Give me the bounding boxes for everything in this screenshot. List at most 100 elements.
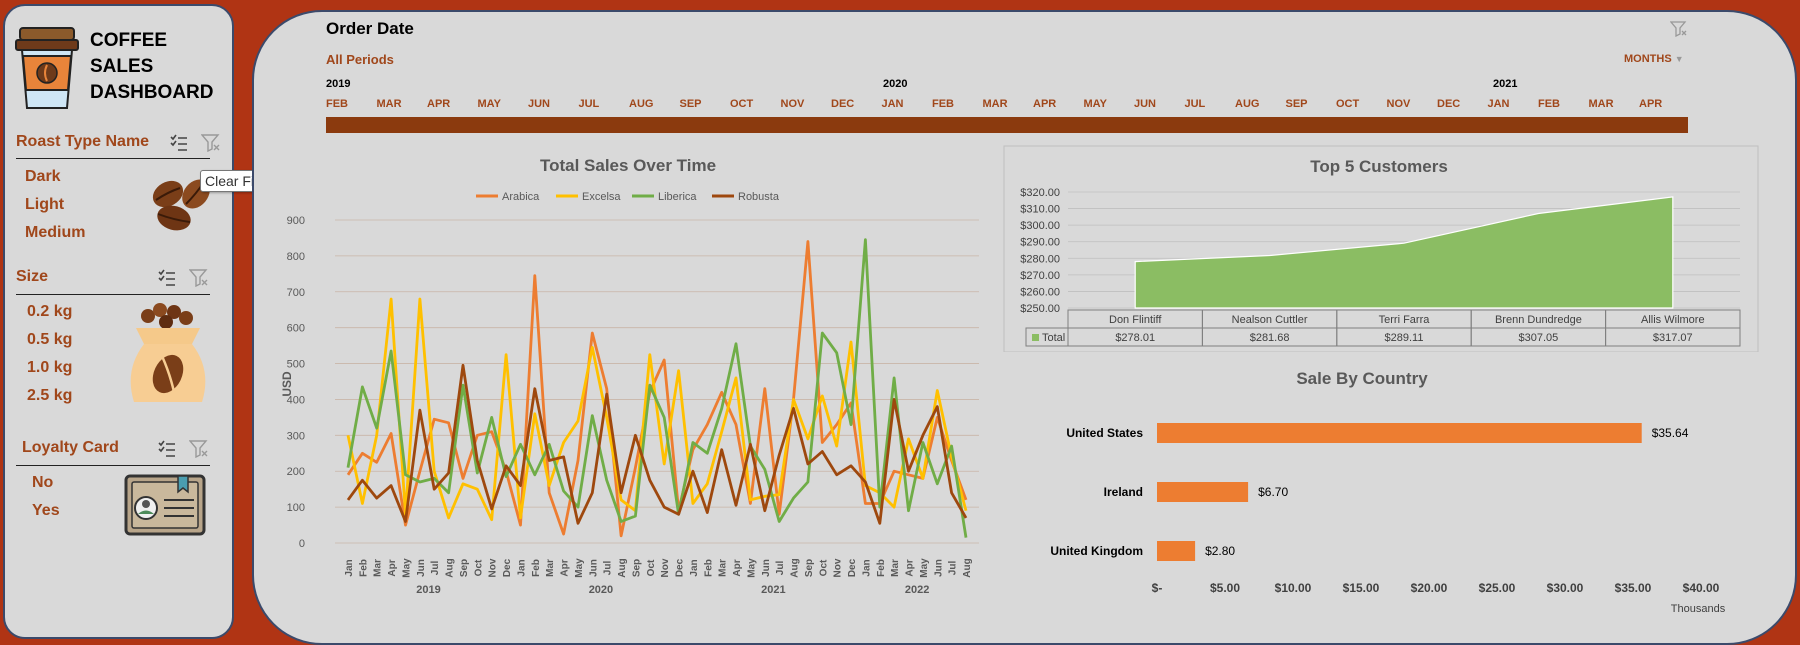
legend-label: Robusta xyxy=(738,191,780,203)
y-tick-label: 100 xyxy=(287,502,305,514)
y-tick-label: $310.00 xyxy=(1020,204,1060,216)
timeline-month[interactable]: APR xyxy=(1639,98,1663,110)
x-tick-label: Oct xyxy=(473,559,484,576)
timeline-month[interactable]: APR xyxy=(427,98,451,110)
timeline-month[interactable]: JAN xyxy=(1487,98,1510,110)
x-tick-label: $20.00 xyxy=(1411,581,1448,595)
x-tick-label: Apr xyxy=(732,559,743,576)
timeline-month[interactable]: OCT xyxy=(1336,98,1360,110)
timeline-month[interactable]: JUL xyxy=(1184,98,1206,110)
x-tick-label: Dec xyxy=(675,558,686,577)
timeline-level-label: MONTHS xyxy=(1624,53,1672,65)
bar-category-label: United Kingdom xyxy=(1050,544,1143,558)
bar-value-label: $2.80 xyxy=(1205,544,1235,558)
x-tick-label: Nov xyxy=(488,558,499,577)
x-tick-label: Aug xyxy=(445,558,456,577)
slicer-item-2-5kg[interactable]: 2.5 kg xyxy=(27,387,73,404)
title-line-3: DASHBOARD xyxy=(90,82,214,103)
y-axis-label: USD xyxy=(280,371,294,397)
bar-category-label: United States xyxy=(1066,426,1143,440)
slicer-item-yes[interactable]: Yes xyxy=(32,502,60,519)
slicer-divider xyxy=(16,465,210,466)
x-tick-label: $10.00 xyxy=(1275,581,1312,595)
timeline-month[interactable]: MAR xyxy=(1588,98,1614,110)
customer-total: $278.01 xyxy=(1115,332,1155,344)
x-tick-label: Dec xyxy=(847,558,858,577)
title-line-2: SALES xyxy=(90,56,154,77)
customer-total: $281.68 xyxy=(1250,332,1290,344)
series-line-excelsa xyxy=(346,297,968,522)
x-tick-label: $15.00 xyxy=(1343,581,1380,595)
multi-select-icon[interactable] xyxy=(170,134,188,152)
x-tick-label: $5.00 xyxy=(1210,581,1240,595)
customer-total: $317.07 xyxy=(1653,332,1693,344)
y-tick-label: $300.00 xyxy=(1020,220,1060,232)
x-tick-label: $40.00 xyxy=(1683,581,1720,595)
slicer-item-medium[interactable]: Medium xyxy=(25,224,86,241)
customer-name: Don Flintiff xyxy=(1109,314,1162,326)
loyalty-card-icon xyxy=(124,474,206,536)
timeline-month[interactable]: FEB xyxy=(326,98,348,110)
timeline-month[interactable]: DEC xyxy=(831,98,855,110)
timeline-month[interactable]: MAY xyxy=(477,98,501,110)
clear-filter-icon[interactable] xyxy=(1670,21,1688,37)
chart-title: Total Sales Over Time xyxy=(540,156,716,175)
timeline-month[interactable]: JAN xyxy=(881,98,904,110)
x-tick-label: Oct xyxy=(646,559,657,576)
y-tick-label: $280.00 xyxy=(1020,253,1060,265)
timeline-month[interactable]: SEP xyxy=(679,98,702,110)
y-tick-label: 600 xyxy=(287,323,305,335)
y-tick-label: $250.00 xyxy=(1020,303,1060,315)
clear-filter-icon[interactable] xyxy=(189,440,209,458)
timeline-month[interactable]: MAY xyxy=(1083,98,1107,110)
multi-select-icon[interactable] xyxy=(158,269,176,287)
coffee-bag-icon xyxy=(130,303,206,402)
timeline-month[interactable]: JUN xyxy=(1134,98,1157,110)
clear-filter-icon[interactable] xyxy=(189,269,209,287)
slicer-item-dark[interactable]: Dark xyxy=(25,168,61,185)
multi-select-icon[interactable] xyxy=(158,440,176,458)
customer-name: Terri Farra xyxy=(1379,314,1431,326)
x-tick-label: Nov xyxy=(833,558,844,577)
slicer-divider xyxy=(16,158,210,159)
timeline-level-dropdown[interactable]: MONTHS ▼ xyxy=(1624,53,1684,65)
timeline-month[interactable]: JUN xyxy=(528,98,551,110)
customer-name: Brenn Dundredge xyxy=(1495,314,1582,326)
timeline-month[interactable]: SEP xyxy=(1285,98,1308,110)
timeline-month[interactable]: JUL xyxy=(578,98,600,110)
timeline-month[interactable]: MAR xyxy=(982,98,1008,110)
timeline-range-bar[interactable] xyxy=(326,117,1688,133)
timeline-month[interactable]: FEB xyxy=(1538,98,1560,110)
timeline-month[interactable]: MAR xyxy=(376,98,402,110)
x-tick-label: Jul xyxy=(430,561,441,576)
x-tick-label: May xyxy=(919,558,930,578)
clear-filter-icon[interactable] xyxy=(201,134,221,152)
slicer-item-1-0kg[interactable]: 1.0 kg xyxy=(27,359,73,376)
timeline-year: 2020 xyxy=(883,78,908,90)
slicer-item-0-5kg[interactable]: 0.5 kg xyxy=(27,331,73,348)
size-slicer-title: Size xyxy=(16,268,49,285)
slicer-item-0-2kg[interactable]: 0.2 kg xyxy=(27,303,73,320)
timeline-month[interactable]: AUG xyxy=(629,98,654,110)
timeline-month[interactable]: OCT xyxy=(730,98,754,110)
legend-label: Liberica xyxy=(658,191,697,203)
timeline-month[interactable]: NOV xyxy=(780,98,805,110)
timeline-month[interactable]: NOV xyxy=(1386,98,1411,110)
x-tick-label: Jul xyxy=(603,561,614,576)
x-tick-label: Mar xyxy=(718,559,729,577)
x-tick-label: Feb xyxy=(531,559,542,577)
series-line-arabica xyxy=(346,240,968,538)
top-customers-chart: Top 5 Customers $250.00 $260.00 $270.00 $280… xyxy=(1003,145,1759,352)
timeline-month[interactable]: FEB xyxy=(932,98,954,110)
slicer-item-light[interactable]: Light xyxy=(25,196,65,213)
dashboard-title: COFFEE SALES DASHBOARD xyxy=(90,28,214,106)
chart-title: Sale By Country xyxy=(1296,369,1428,388)
timeline-month[interactable]: DEC xyxy=(1437,98,1461,110)
timeline-period-label: All Periods xyxy=(326,52,394,67)
slicer-item-no[interactable]: No xyxy=(32,474,54,491)
x-tick-label: Jun xyxy=(933,559,944,577)
timeline-month[interactable]: APR xyxy=(1033,98,1057,110)
timeline-month[interactable]: AUG xyxy=(1235,98,1260,110)
x-tick-label: Feb xyxy=(876,559,887,577)
bar-category-label: Ireland xyxy=(1104,485,1143,499)
